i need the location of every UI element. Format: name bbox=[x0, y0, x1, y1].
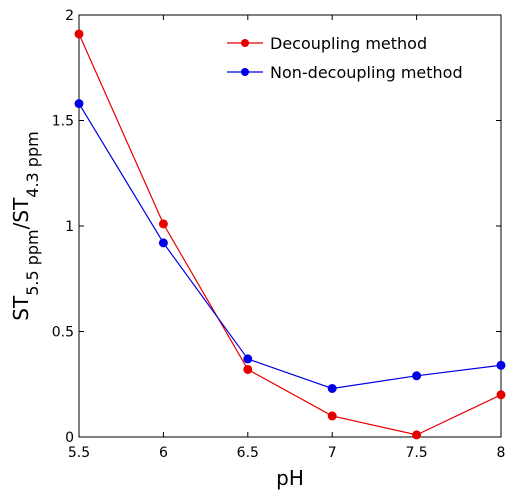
series-layer bbox=[74, 29, 506, 440]
legend: Decoupling method Non-decoupling method bbox=[220, 25, 496, 85]
x-tick-label: 5.5 bbox=[68, 445, 90, 461]
data-point bbox=[412, 371, 422, 381]
x-tick-label: 8 bbox=[497, 445, 506, 461]
data-point bbox=[496, 360, 506, 370]
x-axis-label: pH bbox=[276, 466, 304, 490]
y-tick-label: 0.5 bbox=[52, 325, 74, 341]
series-line-1 bbox=[78, 103, 502, 390]
plot-area bbox=[78, 14, 502, 438]
y-tick-label: 2 bbox=[65, 8, 74, 24]
legend-entry-1: Non-decoupling method bbox=[270, 63, 463, 82]
data-point bbox=[412, 430, 422, 440]
y-tick-label: 1 bbox=[65, 219, 74, 235]
data-point bbox=[158, 219, 168, 229]
data-point bbox=[243, 364, 253, 374]
y-axis-label-subscript-2: 4.3 ppm bbox=[23, 131, 42, 197]
y-axis-label-main: ST bbox=[9, 295, 33, 321]
data-point bbox=[327, 383, 337, 393]
data-point bbox=[74, 99, 84, 109]
legend-box bbox=[220, 25, 496, 85]
y-tick-label: 1.5 bbox=[52, 114, 74, 130]
x-tick-label: 6.5 bbox=[237, 445, 259, 461]
y-axis-label: ST5.5 ppm/ST4.3 ppm bbox=[9, 131, 42, 320]
legend-marker-0 bbox=[241, 39, 249, 47]
x-tick-label: 7.5 bbox=[405, 445, 427, 461]
series-line-0 bbox=[78, 33, 502, 436]
data-point bbox=[158, 238, 168, 248]
data-point bbox=[496, 390, 506, 400]
data-point bbox=[327, 411, 337, 421]
legend-entry-0: Decoupling method bbox=[270, 34, 427, 53]
legend-marker-1 bbox=[241, 68, 249, 76]
y-tick-label: 0 bbox=[65, 430, 74, 446]
x-tick-label: 7 bbox=[328, 445, 337, 461]
y-axis-label-slash: /ST bbox=[9, 197, 33, 229]
axis-ticks: 5.5 6 6.5 7 7.5 8 0 0.5 1 1.5 2 bbox=[52, 8, 506, 461]
data-point bbox=[74, 29, 84, 39]
y-axis-label-subscript-1: 5.5 ppm bbox=[23, 229, 42, 295]
x-tick-label: 6 bbox=[159, 445, 168, 461]
data-point bbox=[243, 354, 253, 364]
